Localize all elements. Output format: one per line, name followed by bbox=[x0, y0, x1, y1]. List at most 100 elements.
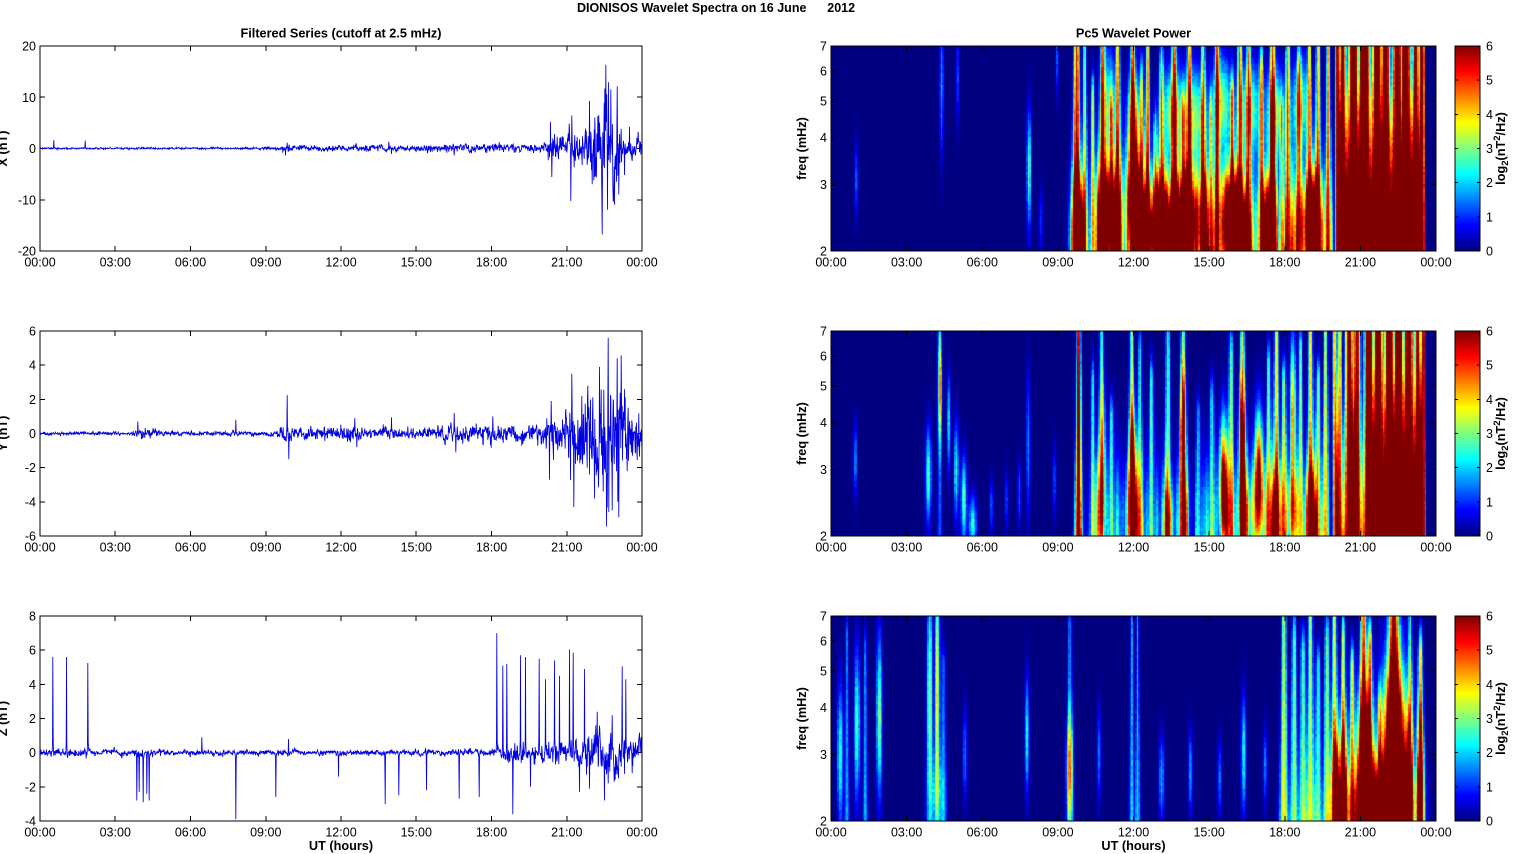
svg-text:00:00: 00:00 bbox=[24, 256, 55, 270]
svg-text:12:00: 12:00 bbox=[1118, 256, 1149, 270]
svg-text:3: 3 bbox=[820, 463, 827, 477]
svg-text:00:00: 00:00 bbox=[815, 256, 846, 270]
svg-text:2: 2 bbox=[1486, 176, 1493, 190]
svg-text:09:00: 09:00 bbox=[1042, 256, 1073, 270]
svg-text:09:00: 09:00 bbox=[250, 256, 281, 270]
svg-text:12:00: 12:00 bbox=[325, 826, 356, 840]
svg-text:6: 6 bbox=[1486, 40, 1493, 54]
svg-text:18:00: 18:00 bbox=[476, 826, 507, 840]
svg-text:7: 7 bbox=[820, 40, 827, 54]
svg-text:6: 6 bbox=[820, 635, 827, 649]
svg-text:7: 7 bbox=[820, 610, 827, 624]
svg-text:-4: -4 bbox=[25, 815, 36, 829]
svg-text:06:00: 06:00 bbox=[175, 256, 206, 270]
svg-text:4: 4 bbox=[1486, 393, 1493, 407]
svg-text:4: 4 bbox=[29, 678, 36, 692]
svg-text:8: 8 bbox=[29, 610, 36, 624]
svg-text:X (nT): X (nT) bbox=[0, 131, 10, 167]
svg-text:12:00: 12:00 bbox=[1118, 826, 1149, 840]
svg-text:log2(nT2/Hz): log2(nT2/Hz) bbox=[1492, 112, 1511, 185]
svg-text:21:00: 21:00 bbox=[1345, 826, 1376, 840]
svg-text:00:00: 00:00 bbox=[1420, 541, 1451, 555]
svg-text:2: 2 bbox=[29, 393, 36, 407]
svg-text:1: 1 bbox=[1486, 780, 1493, 794]
svg-text:09:00: 09:00 bbox=[1042, 826, 1073, 840]
svg-text:18:00: 18:00 bbox=[1269, 256, 1300, 270]
svg-text:20: 20 bbox=[22, 40, 36, 54]
svg-text:21:00: 21:00 bbox=[551, 541, 582, 555]
svg-text:06:00: 06:00 bbox=[967, 541, 998, 555]
svg-text:00:00: 00:00 bbox=[626, 541, 657, 555]
svg-text:4: 4 bbox=[820, 416, 827, 430]
svg-text:03:00: 03:00 bbox=[891, 826, 922, 840]
svg-text:DIONISOS Wavelet Spectra on 16: DIONISOS Wavelet Spectra on 16 June 2012 bbox=[577, 1, 855, 15]
svg-text:12:00: 12:00 bbox=[1118, 541, 1149, 555]
svg-text:7: 7 bbox=[820, 325, 827, 339]
svg-text:21:00: 21:00 bbox=[551, 826, 582, 840]
svg-text:12:00: 12:00 bbox=[325, 541, 356, 555]
svg-text:Y (nT): Y (nT) bbox=[0, 416, 10, 452]
svg-text:3: 3 bbox=[820, 748, 827, 762]
svg-text:0: 0 bbox=[1486, 530, 1493, 544]
svg-text:3: 3 bbox=[1486, 427, 1493, 441]
svg-text:03:00: 03:00 bbox=[891, 541, 922, 555]
svg-text:freq (mHz): freq (mHz) bbox=[795, 402, 809, 465]
svg-text:00:00: 00:00 bbox=[1420, 256, 1451, 270]
svg-text:21:00: 21:00 bbox=[1345, 256, 1376, 270]
svg-text:-6: -6 bbox=[25, 530, 36, 544]
svg-text:-4: -4 bbox=[25, 495, 36, 509]
svg-text:3: 3 bbox=[1486, 142, 1493, 156]
svg-text:UT (hours): UT (hours) bbox=[1101, 839, 1165, 853]
svg-text:18:00: 18:00 bbox=[1269, 826, 1300, 840]
svg-text:0: 0 bbox=[29, 142, 36, 156]
svg-text:00:00: 00:00 bbox=[626, 826, 657, 840]
svg-text:log2(nT2/Hz): log2(nT2/Hz) bbox=[1492, 397, 1511, 470]
svg-text:2: 2 bbox=[820, 530, 827, 544]
svg-text:5: 5 bbox=[1486, 74, 1493, 88]
svg-text:06:00: 06:00 bbox=[175, 826, 206, 840]
svg-text:09:00: 09:00 bbox=[250, 541, 281, 555]
svg-text:2: 2 bbox=[29, 712, 36, 726]
svg-text:freq (mHz): freq (mHz) bbox=[795, 117, 809, 180]
svg-text:03:00: 03:00 bbox=[100, 541, 131, 555]
svg-text:03:00: 03:00 bbox=[100, 256, 131, 270]
svg-text:09:00: 09:00 bbox=[250, 826, 281, 840]
svg-text:3: 3 bbox=[820, 178, 827, 192]
svg-text:00:00: 00:00 bbox=[815, 541, 846, 555]
svg-text:Pc5 Wavelet Power: Pc5 Wavelet Power bbox=[1076, 27, 1191, 41]
svg-text:log2(nT2/Hz): log2(nT2/Hz) bbox=[1492, 682, 1511, 755]
svg-text:5: 5 bbox=[1486, 359, 1493, 373]
svg-text:-20: -20 bbox=[18, 245, 36, 259]
svg-text:-2: -2 bbox=[25, 461, 36, 475]
svg-text:18:00: 18:00 bbox=[476, 256, 507, 270]
svg-text:12:00: 12:00 bbox=[325, 256, 356, 270]
svg-text:09:00: 09:00 bbox=[1042, 541, 1073, 555]
svg-text:Z (nT): Z (nT) bbox=[0, 701, 10, 736]
svg-text:0: 0 bbox=[1486, 815, 1493, 829]
svg-text:06:00: 06:00 bbox=[967, 826, 998, 840]
svg-text:15:00: 15:00 bbox=[1193, 541, 1224, 555]
svg-text:5: 5 bbox=[820, 665, 827, 679]
svg-text:15:00: 15:00 bbox=[1193, 826, 1224, 840]
svg-text:00:00: 00:00 bbox=[1420, 826, 1451, 840]
svg-text:15:00: 15:00 bbox=[1193, 256, 1224, 270]
svg-text:1: 1 bbox=[1486, 210, 1493, 224]
svg-text:00:00: 00:00 bbox=[24, 541, 55, 555]
svg-text:18:00: 18:00 bbox=[1269, 541, 1300, 555]
svg-text:6: 6 bbox=[29, 325, 36, 339]
svg-text:21:00: 21:00 bbox=[551, 256, 582, 270]
svg-text:4: 4 bbox=[1486, 678, 1493, 692]
svg-text:4: 4 bbox=[29, 359, 36, 373]
svg-text:15:00: 15:00 bbox=[401, 256, 432, 270]
svg-text:UT (hours): UT (hours) bbox=[309, 839, 373, 853]
svg-text:freq (mHz): freq (mHz) bbox=[795, 687, 809, 750]
svg-text:2: 2 bbox=[820, 815, 827, 829]
svg-text:2: 2 bbox=[820, 245, 827, 259]
svg-text:-2: -2 bbox=[25, 780, 36, 794]
svg-text:00:00: 00:00 bbox=[24, 826, 55, 840]
svg-text:0: 0 bbox=[29, 427, 36, 441]
svg-text:-10: -10 bbox=[18, 193, 36, 207]
svg-text:03:00: 03:00 bbox=[100, 826, 131, 840]
svg-text:15:00: 15:00 bbox=[401, 826, 432, 840]
svg-text:0: 0 bbox=[1486, 245, 1493, 259]
